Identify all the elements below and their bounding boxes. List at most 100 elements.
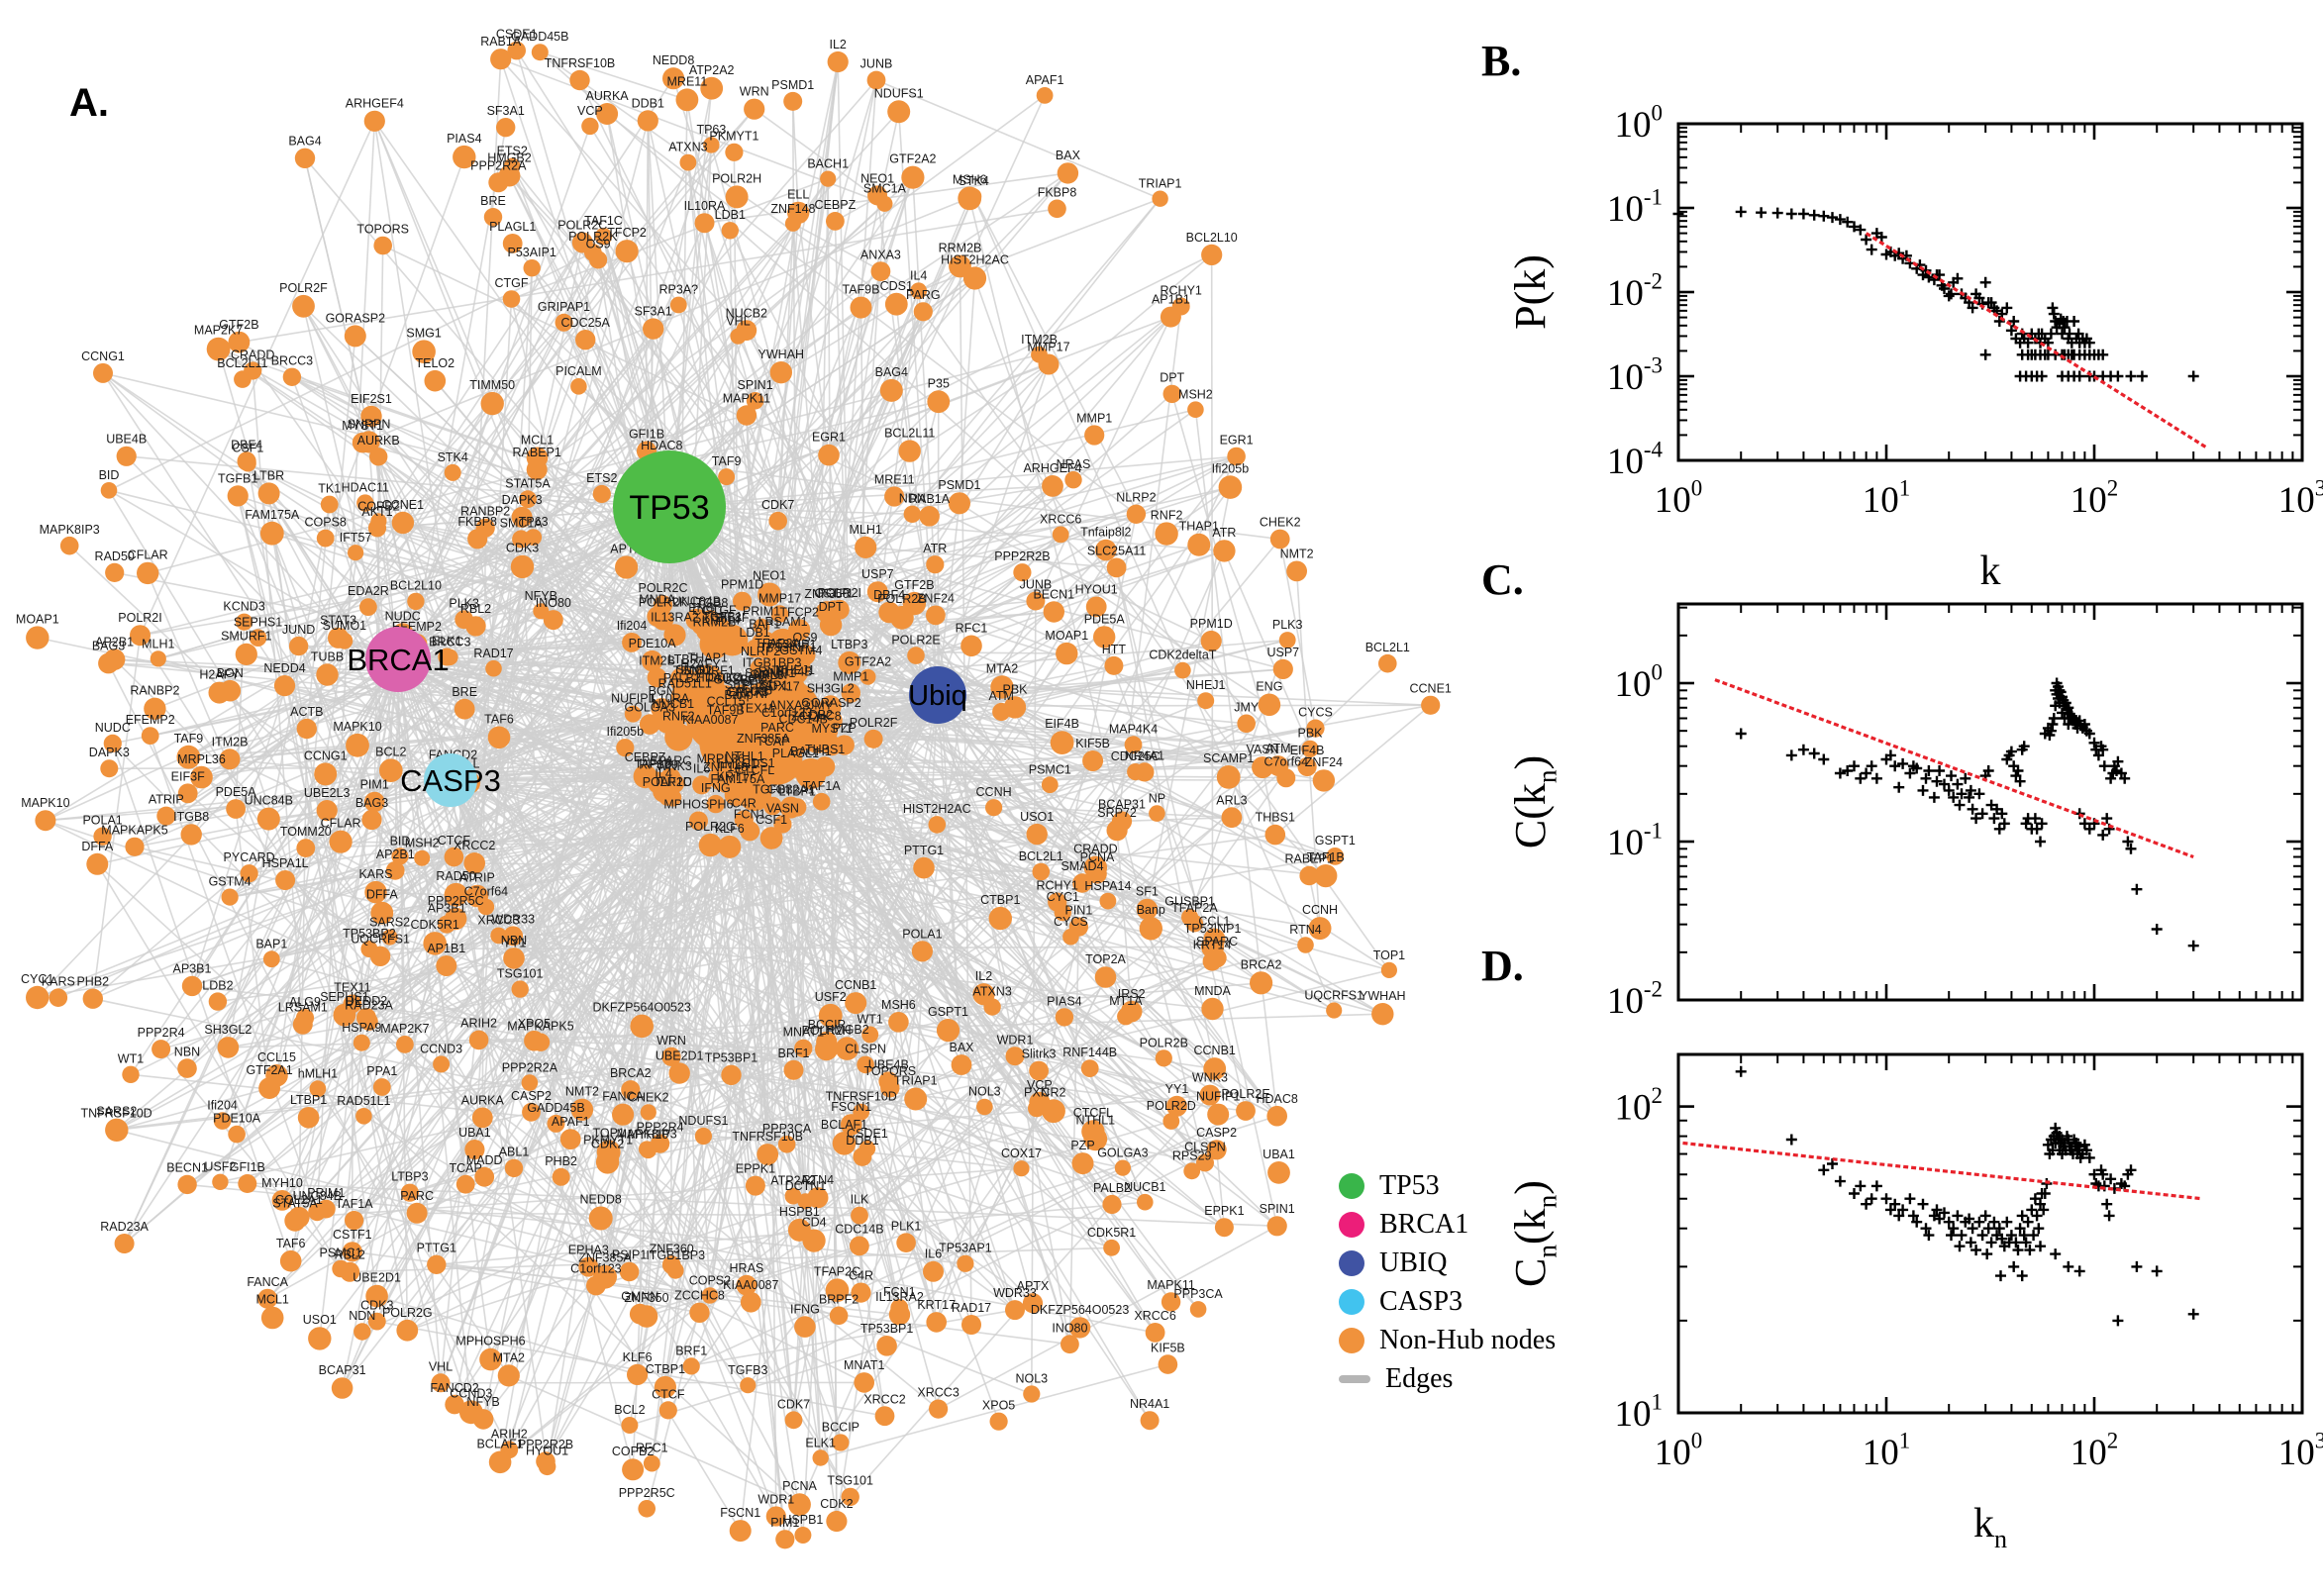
svg-text:TP53INP1: TP53INP1: [759, 641, 817, 654]
svg-text:TFAP2C: TFAP2C: [814, 1264, 860, 1278]
svg-text:NUDC: NUDC: [95, 721, 131, 735]
svg-text:INO80: INO80: [1052, 1321, 1087, 1335]
svg-text:POLR2C: POLR2C: [638, 581, 687, 595]
svg-text:BRPF2: BRPF2: [819, 1293, 858, 1307]
hub-node-casp3: CASP3: [400, 753, 501, 807]
svg-text:LDB2: LDB2: [802, 708, 833, 722]
svg-text:RFC1: RFC1: [956, 622, 988, 636]
svg-text:NDN: NDN: [349, 1309, 375, 1323]
svg-text:RNF144B: RNF144B: [758, 664, 813, 678]
svg-text:RAB1A: RAB1A: [480, 35, 522, 49]
svg-text:RP3A?: RP3A?: [658, 283, 698, 297]
svg-text:GTF2A2: GTF2A2: [889, 152, 936, 166]
svg-text:PSMC1: PSMC1: [1029, 762, 1071, 776]
svg-text:FANCA: FANCA: [602, 1090, 644, 1104]
svg-text:NEDD8: NEDD8: [580, 1193, 622, 1207]
svg-text:GTF2A2: GTF2A2: [845, 655, 891, 669]
svg-text:POLR2C: POLR2C: [557, 219, 607, 233]
svg-text:ATP2A2: ATP2A2: [770, 1174, 816, 1188]
svg-text:CDK3: CDK3: [360, 1299, 393, 1313]
svg-text:MADD: MADD: [466, 1153, 503, 1167]
svg-text:CCNH: CCNH: [1302, 903, 1338, 917]
svg-text:SPARC: SPARC: [1196, 935, 1238, 948]
svg-text:PYCARD: PYCARD: [224, 850, 275, 864]
svg-text:GUSBP1: GUSBP1: [1164, 895, 1215, 909]
svg-text:TAF9B: TAF9B: [707, 704, 745, 718]
svg-text:NTHL1: NTHL1: [1076, 1114, 1116, 1128]
svg-text:POLR2K: POLR2K: [568, 230, 618, 244]
svg-text:TP53AP1: TP53AP1: [939, 1242, 992, 1255]
svg-text:NEO1: NEO1: [860, 171, 894, 185]
svg-text:TAF1B: TAF1B: [635, 757, 672, 771]
svg-text:SF3A1: SF3A1: [635, 304, 672, 318]
svg-text:BECN1: BECN1: [1033, 587, 1074, 601]
svg-text:WDR33: WDR33: [993, 1286, 1037, 1300]
svg-text:GFI1B: GFI1B: [230, 1160, 265, 1174]
svg-text:UNC84B: UNC84B: [245, 794, 293, 808]
svg-text:CSF1: CSF1: [756, 813, 787, 827]
svg-text:MSH6: MSH6: [881, 998, 916, 1012]
svg-text:LTBR: LTBR: [668, 652, 699, 666]
svg-text:HTT: HTT: [1102, 643, 1127, 656]
svg-text:HYOU1: HYOU1: [1075, 583, 1118, 597]
svg-text:NOL3: NOL3: [1015, 1371, 1048, 1385]
svg-text:LTBP3: LTBP3: [391, 1170, 428, 1184]
svg-text:XRCC2: XRCC2: [454, 839, 495, 852]
svg-text:KRT17: KRT17: [717, 770, 756, 784]
svg-text:PZP: PZP: [1070, 1139, 1094, 1152]
svg-text:ZNF24: ZNF24: [1305, 755, 1343, 769]
svg-text:SF3A1: SF3A1: [487, 104, 525, 118]
node-swatch-icon: [1339, 1173, 1364, 1199]
svg-text:GOLGA3: GOLGA3: [1097, 1147, 1148, 1160]
svg-text:BCL2L1: BCL2L1: [1365, 641, 1410, 654]
svg-text:GFI1B: GFI1B: [629, 427, 664, 441]
svg-text:BRE: BRE: [452, 685, 477, 699]
svg-text:USF2: USF2: [815, 990, 847, 1004]
svg-text:ILK: ILK: [851, 1193, 869, 1207]
svg-text:DEDD2: DEDD2: [346, 994, 387, 1008]
svg-text:GADD45B: GADD45B: [527, 1101, 584, 1115]
svg-text:RABEP1: RABEP1: [1285, 852, 1334, 866]
svg-text:MAP2K7: MAP2K7: [380, 1022, 429, 1036]
svg-text:ARHGEF4: ARHGEF4: [346, 97, 404, 111]
svg-text:PKMYT1: PKMYT1: [709, 130, 758, 144]
svg-text:RCHY1: RCHY1: [1037, 879, 1078, 893]
svg-text:PPP3CA: PPP3CA: [762, 1122, 812, 1136]
svg-text:SLC25A11: SLC25A11: [1087, 545, 1147, 558]
svg-text:GORASP2: GORASP2: [326, 311, 385, 325]
svg-text:CDK3: CDK3: [506, 542, 539, 555]
svg-text:MLH1: MLH1: [142, 637, 174, 650]
svg-text:ARHGEF4: ARHGEF4: [1023, 461, 1081, 475]
svg-text:PBK: PBK: [1002, 682, 1028, 696]
svg-text:TP63: TP63: [696, 123, 726, 137]
svg-text:PIM1: PIM1: [360, 778, 389, 792]
node-swatch-icon: [1339, 1289, 1364, 1315]
svg-text:DCTN1: DCTN1: [785, 1179, 827, 1193]
svg-text:hMLH1: hMLH1: [298, 1066, 338, 1080]
svg-text:EIF3F: EIF3F: [715, 611, 749, 625]
svg-text:ATRIP: ATRIP: [149, 793, 184, 807]
svg-text:IFT57: IFT57: [340, 531, 372, 545]
svg-text:UNC84B: UNC84B: [293, 1189, 342, 1203]
svg-text:RRM2B: RRM2B: [693, 616, 737, 630]
svg-text:FKBP8: FKBP8: [1038, 186, 1077, 200]
svg-text:SPARC: SPARC: [650, 754, 691, 768]
svg-text:FANCD2: FANCD2: [430, 1381, 478, 1395]
svg-text:PXN: PXN: [1024, 1086, 1050, 1100]
svg-text:Tnfaip8l2: Tnfaip8l2: [1080, 526, 1131, 540]
svg-text:PPP2R2A: PPP2R2A: [470, 158, 527, 172]
svg-text:TFAP2A: TFAP2A: [1171, 901, 1218, 915]
svg-text:RAD17: RAD17: [473, 647, 513, 660]
svg-text:HMGB2: HMGB2: [825, 1023, 869, 1037]
svg-text:POLA1: POLA1: [902, 927, 942, 941]
svg-text:GOLGA3: GOLGA3: [624, 700, 674, 714]
svg-text:GMNN: GMNN: [750, 667, 787, 681]
svg-text:BCL2L10: BCL2L10: [1186, 231, 1238, 245]
svg-text:ZNF385A: ZNF385A: [737, 732, 790, 746]
svg-text:DPT: DPT: [1160, 371, 1184, 385]
svg-text:USO1: USO1: [303, 1313, 337, 1327]
svg-text:RAD50: RAD50: [95, 549, 135, 563]
svg-text:ITGB8: ITGB8: [173, 810, 209, 824]
svg-text:NHEJ1: NHEJ1: [775, 663, 815, 677]
svg-text:NMT2: NMT2: [565, 1085, 599, 1099]
